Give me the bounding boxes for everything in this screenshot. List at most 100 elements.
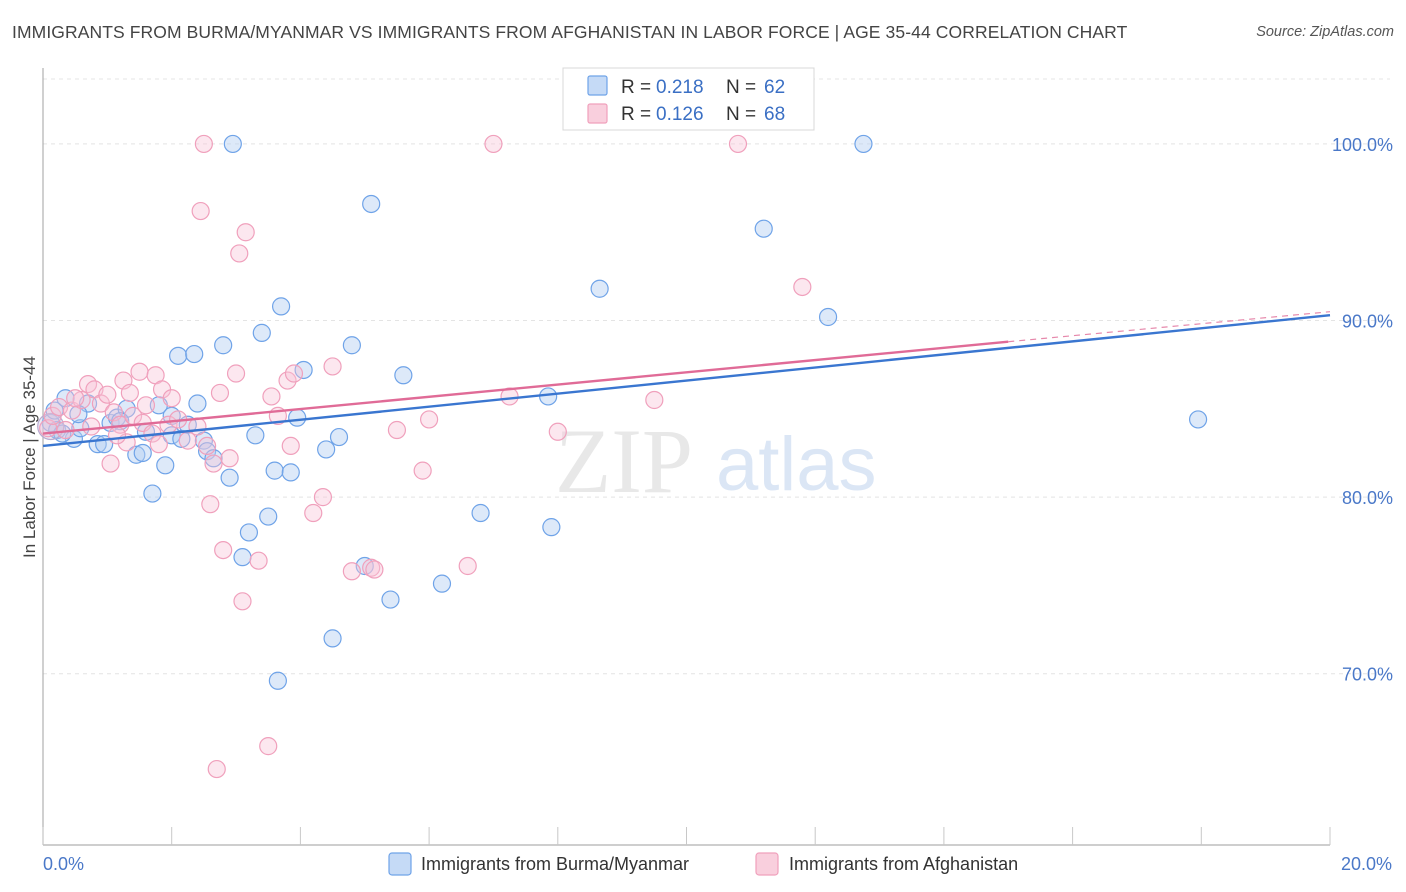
point-afghanistan [548,422,567,441]
point-burma [288,408,307,427]
point-afghanistan [259,737,278,756]
point-afghanistan [323,357,342,376]
point-burma [156,456,175,475]
trend-line-afghanistan-extension [1008,311,1331,343]
point-afghanistan [101,454,120,473]
point-burma [268,671,287,690]
point-burma [323,629,342,648]
point-afghanistan [214,540,233,560]
point-afghanistan [413,461,432,480]
y-tick-labels: 70.0% 80.0% 90.0% 100.0% [1332,135,1393,685]
point-afghanistan [281,436,300,456]
y-axis-label: In Labor Force | Age 35-44 [20,356,39,558]
point-afghanistan [249,551,268,570]
trend-line-afghanistan [42,340,1009,435]
point-afghanistan [210,383,230,403]
point-burma [239,523,259,542]
legend-r-label-2: R = [621,104,651,125]
point-afghanistan [149,435,168,454]
point-burma [185,344,204,364]
point-burma [317,440,336,459]
point-burma [246,426,265,445]
point-burma [471,503,490,523]
point-afghanistan [197,436,217,456]
legend-r-value-1: 0.218 [656,77,704,98]
point-burma [329,427,349,447]
point-afghanistan [342,562,361,581]
y-tick-label: 90.0% [1342,312,1393,332]
legend-r-value-2: 0.126 [656,104,704,125]
y-tick-label: 100.0% [1332,135,1393,155]
point-burma [362,194,381,214]
bottom-legend-swatch-burma [388,852,412,876]
point-afghanistan [66,389,85,408]
point-afghanistan [191,201,210,221]
point-burma [394,366,413,385]
point-afghanistan [793,277,812,297]
point-afghanistan [262,387,281,406]
point-burma [223,134,242,154]
point-afghanistan [207,759,226,779]
series-legend: Immigrants from Burma/Myanmar Immigrants… [388,852,1018,876]
point-afghanistan [645,390,664,410]
point-burma [539,387,558,406]
point-afghanistan [204,454,223,473]
legend-n-value-2: 68 [764,104,785,125]
point-afghanistan [120,383,139,403]
point-afghanistan [304,503,323,523]
watermark-zip: ZIP [555,410,693,512]
point-burma [590,279,609,298]
point-afghanistan [72,390,91,410]
point-afghanistan [107,426,127,445]
point-burma [169,346,188,365]
point-afghanistan [313,488,333,507]
point-burma [188,394,207,413]
point-burma [259,507,278,526]
point-burma [854,134,873,154]
x-tick-label-min: 0.0% [43,854,84,874]
point-burma [214,336,233,355]
point-afghanistan [233,592,252,611]
legend-n-label-2: N = [726,104,756,125]
source-label: Source: ZipAtlas.com [1256,24,1394,40]
point-burma [271,297,291,316]
point-burma [281,463,300,482]
point-burma [342,336,361,355]
watermark-atlas: atlas [716,422,877,507]
watermark: ZIP atlas [555,410,877,512]
stats-legend: R = 0.218 N = 62 R = 0.126 N = 68 [562,67,815,131]
trend-lines [42,311,1331,448]
point-afghanistan [362,558,381,577]
legend-swatch-afghanistan [587,103,608,124]
legend-r-label-1: R = [621,77,651,98]
point-burma [233,548,252,567]
bottom-legend-label-afghanistan: Immigrants from Afghanistan [789,854,1018,874]
trend-line-burma [42,314,1331,448]
bottom-legend-label-burma: Immigrants from Burma/Myanmar [421,854,689,874]
bottom-legend-swatch-afghanistan [755,852,779,876]
point-burma [220,468,239,487]
legend-swatch-burma [587,75,608,96]
legend-n-value-1: 62 [764,77,785,98]
point-afghanistan [365,560,384,579]
point-burma [265,461,284,480]
point-afghanistan [484,134,503,154]
point-afghanistan [284,364,304,383]
y-tick-label: 70.0% [1342,665,1393,685]
point-burma [432,574,452,593]
point-burma [252,323,271,342]
point-burma [133,443,152,463]
point-afghanistan [82,417,101,436]
point-afghanistan [98,385,117,404]
point-afghanistan [728,134,748,154]
point-burma [162,426,181,445]
point-afghanistan [162,389,181,408]
point-burma [542,518,561,537]
point-burma [754,219,773,238]
point-burma [127,445,146,464]
point-afghanistan [201,495,220,514]
point-afghanistan [387,420,407,440]
point-afghanistan [278,371,297,390]
point-burma [294,360,313,380]
